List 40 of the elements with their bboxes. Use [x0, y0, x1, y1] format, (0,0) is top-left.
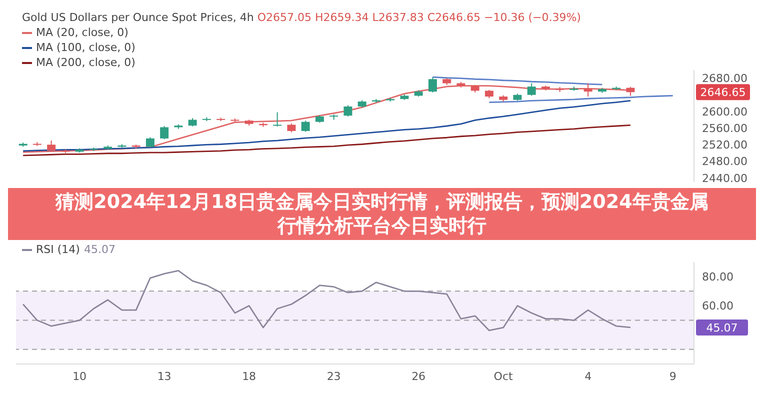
- y-tick-label: 60.00: [702, 300, 734, 313]
- y-tick-label: 80.00: [702, 270, 734, 284]
- x-tick-label: 23: [326, 370, 341, 383]
- chart-title: Gold US Dollars per Ounce Spot Prices, 4h: [22, 11, 254, 24]
- y-tick-label: 2680.00: [702, 72, 748, 86]
- line-series: [488, 95, 674, 104]
- legend-label: RSI (14): [36, 242, 80, 257]
- y-tick-label: 2480.00: [702, 155, 748, 168]
- text: 猜测2024年12月18日贵金属今日实时行情，评测报告，预测2024年贵金属行情分析平台今日实时行: [8, 188, 756, 240]
- candlestick: [428, 76, 437, 93]
- candlestick: [527, 82, 536, 96]
- legend-label: MA (200, close, 0): [36, 55, 136, 70]
- line-series: [22, 100, 632, 152]
- text: 2646.65: [700, 86, 746, 100]
- candlestick: [344, 104, 352, 117]
- text: 45.07: [84, 242, 116, 257]
- candlestick: [301, 120, 310, 132]
- line-series: [22, 124, 632, 156]
- line-series: [22, 270, 632, 332]
- y-tick-label: 2440.00: [702, 172, 748, 185]
- y-tick-label: 2560.00: [702, 122, 748, 135]
- x-tick-label: 4: [584, 370, 592, 383]
- legend-label: MA (100, close, 0): [36, 40, 136, 55]
- text: O2657.05 H2659.34 L2637.83 C2646.65 −10.36 (−0.39%): [257, 11, 581, 24]
- x-tick-label: 18: [242, 370, 256, 383]
- text: 45.07: [706, 321, 738, 334]
- candlestick: [584, 82, 592, 98]
- candlestick: [146, 136, 154, 148]
- candlestick: [47, 140, 56, 152]
- x-tick-label: 13: [157, 370, 172, 383]
- x-tick-label: 10: [72, 370, 87, 383]
- y-tick-label: 2520.00: [702, 138, 748, 152]
- legend-label: MA (20, close, 0): [36, 25, 128, 40]
- candlestick: [160, 126, 169, 140]
- x-tick-label: 26: [412, 370, 426, 383]
- y-tick-label: 2600.00: [702, 105, 748, 118]
- candlestick: [273, 112, 282, 127]
- x-tick-label: Oct: [494, 370, 514, 383]
- line-series: [432, 76, 603, 86]
- x-tick-label: 9: [669, 370, 676, 383]
